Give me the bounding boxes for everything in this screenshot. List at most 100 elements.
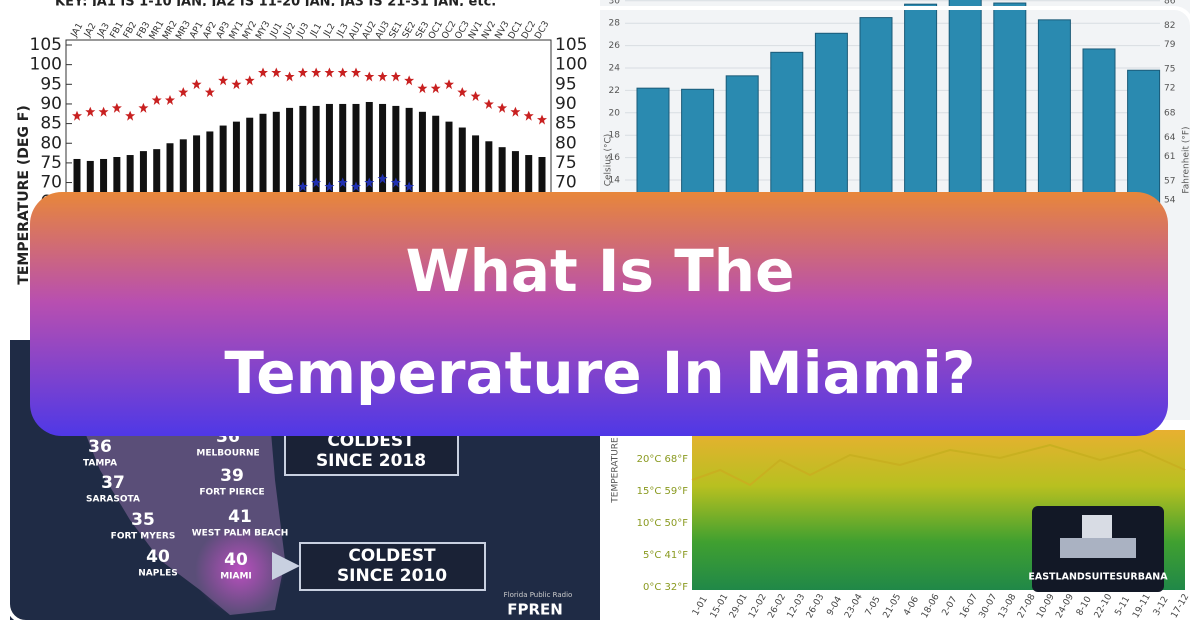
area-ridge [691,443,1186,487]
star-marker [311,67,322,78]
y-tick-label: 85 [555,114,577,134]
y-tick-label: 26 [609,41,621,51]
star-marker [444,79,454,90]
star-marker [85,106,96,117]
star-marker [364,71,375,82]
star-marker [151,95,162,106]
star-marker [231,79,242,90]
star-marker [377,71,388,82]
y-tick-label: 105 [555,35,587,55]
y-tick-label: 100 [555,55,587,75]
y-tick-label: 95 [555,74,577,94]
star-marker [390,177,401,188]
y-tick-label: 28 [609,19,621,29]
star-marker [537,114,547,125]
city-name: TAMPA [83,459,117,469]
source-small: Florida Public Radio [504,591,573,599]
source: FPREN [507,601,563,619]
star-marker [271,67,282,78]
y-tick-label: 90 [40,94,62,114]
y-tick-label: 0°C 32°F [643,582,688,593]
star-marker [337,177,348,188]
city-name: FORT PIERCE [199,488,264,498]
star-marker [351,181,361,192]
city-temp: 41 [228,507,252,527]
city-name: MELBOURNE [196,449,259,459]
y-tick-label: 16 [609,153,621,163]
y-tick-label: 10°C 50°F [637,518,689,529]
star-marker [457,87,468,98]
glow [195,525,285,615]
star-marker [364,177,375,188]
star-marker [523,110,534,121]
city-name: NAPLES [138,569,177,579]
star-marker [470,91,481,102]
y-tick-label: 22 [609,86,620,96]
y2-tick-label: 82 [1164,21,1175,31]
y2-tick-label: 86 [1164,0,1176,6]
y-axis-label: TEMPERATURE (DEG F) [16,105,32,284]
star-marker [404,75,415,86]
y-tick-label: 30 [609,0,621,6]
callout-line: SINCE 2018 [316,451,426,471]
y-axis-label: TEMPERATURE [611,437,621,504]
y2-tick-label: 57 [1164,177,1175,187]
y-tick-label: 18 [609,131,621,141]
logo-text: EASTLANDSUITESURBANA [1028,572,1168,583]
y2-axis-label: Fahrenheit (°F) [1182,126,1192,193]
star-marker [98,106,109,117]
star-marker [337,67,348,78]
city-name: WEST PALM BEACH [192,529,289,539]
callout-box [299,542,486,591]
star-marker [497,102,508,113]
city-temp: 39 [220,466,244,486]
logo: EASTLANDSUITESURBANA [1028,506,1168,592]
title-box: What Is The Temperature In Miami? [224,237,976,407]
star-marker [483,98,494,109]
y2-tick-label: 79 [1164,40,1176,50]
y-tick-label: 95 [40,74,62,94]
y-tick-label: 24 [609,64,621,74]
city-name: SARASOTA [86,495,140,505]
city-temp: 36 [88,437,112,457]
star-marker [351,67,361,78]
y2-tick-label: 68 [1164,108,1176,118]
callout-line: SINCE 2010 [337,566,447,586]
frame [6,6,1194,624]
y-tick-label: 105 [30,35,62,55]
y-tick-label: 75 [40,153,62,173]
star-marker [125,110,136,121]
callout-arrow [272,552,300,580]
star-marker [297,67,308,78]
y-tick-label: 100 [30,55,62,75]
star-marker [297,181,308,192]
y-tick-label: 85 [40,114,62,134]
star-marker [218,75,229,86]
star-marker [165,95,175,106]
city-temp: 37 [101,473,125,493]
y-tick-label: 70 [555,173,577,193]
star-marker [72,110,82,121]
y-tick-label: 70 [40,173,62,193]
star-marker [324,181,335,192]
y-tick-label: 80 [40,133,62,153]
city-temp: 35 [131,510,155,530]
y-tick-label: 80 [555,133,577,153]
y-tick-label: 90 [555,94,577,114]
y-tick-label: 20 [609,108,621,118]
star-marker [311,177,322,188]
y-tick-label: 15°C 59°F [637,486,689,497]
y2-tick-label: 54 [1164,195,1176,205]
city-name: MIAMI [220,572,252,582]
plot-frame [65,39,552,340]
star-marker [204,87,215,98]
y-tick-label: 5°C 41°F [643,550,688,561]
title: What Is The Temperature In Miami? [224,237,976,407]
logo-building [1060,538,1136,558]
callout-line: COLDEST [348,546,436,566]
star-marker [377,173,388,184]
star-marker [244,75,255,86]
y-axis-label: Celsius (°C) [604,134,614,187]
